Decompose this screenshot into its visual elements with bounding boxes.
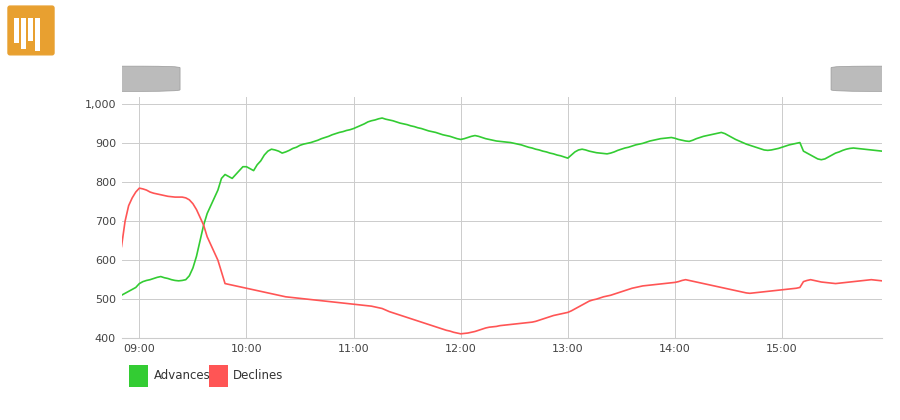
Text: Advances: Advances [153, 370, 211, 382]
Bar [28, 18, 33, 41]
FancyBboxPatch shape [831, 66, 900, 92]
Bar [14, 18, 19, 42]
FancyBboxPatch shape [87, 66, 180, 92]
FancyBboxPatch shape [8, 6, 54, 55]
Text: Live IntraDay NSE Advance and Decline Ratio Chart: Live IntraDay NSE Advance and Decline Ra… [62, 18, 746, 42]
Bar [35, 18, 40, 51]
Bar [21, 18, 26, 49]
Bar [209, 365, 228, 387]
Bar [129, 365, 148, 387]
Text: Declines: Declines [233, 370, 284, 382]
